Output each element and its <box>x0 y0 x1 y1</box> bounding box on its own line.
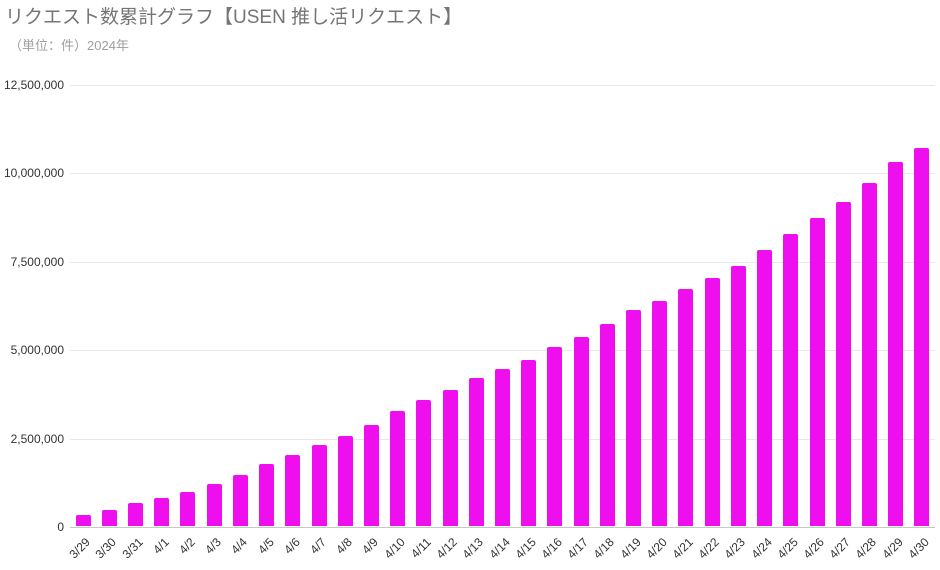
bar-4/21 <box>678 289 694 526</box>
chart-title: リクエスト数累計グラフ【USEN 推し活リクエスト】 <box>5 7 463 28</box>
bar-4/3 <box>206 483 222 526</box>
bar-4/11 <box>416 400 432 526</box>
x-axis: 3/29 3/30 3/31 4/1 4/2 4/3 4/4 4/5 4/6 4/7 4/8 4/9 4… <box>67 527 935 570</box>
gridline <box>70 350 935 352</box>
x-axis-line <box>70 527 935 528</box>
gridline <box>70 85 935 86</box>
bar-4/22 <box>704 278 720 526</box>
bar-4/17 <box>573 336 589 526</box>
bar-4/28 <box>861 183 877 526</box>
gridline <box>70 261 935 263</box>
plot-area <box>70 85 935 528</box>
bar-4/25 <box>783 234 799 526</box>
bar-4/2 <box>180 492 196 526</box>
bar-3/29 <box>75 515 91 526</box>
bar-4/7 <box>311 444 327 526</box>
bar-4/20 <box>652 301 668 526</box>
bar-4/27 <box>835 202 851 526</box>
bar-4/9 <box>363 425 379 526</box>
y-tick-label: 10,000,000 <box>3 166 64 181</box>
bar-4/29 <box>888 161 904 526</box>
bar-4/5 <box>259 464 275 526</box>
y-tick-label: 0 <box>57 520 64 534</box>
bar-4/26 <box>809 218 825 526</box>
bar-4/18 <box>599 324 615 526</box>
bar-4/23 <box>730 266 746 526</box>
bar-4/8 <box>337 435 353 526</box>
bar-4/30 <box>914 147 930 526</box>
bar-4/10 <box>390 411 406 526</box>
bar-4/1 <box>154 497 170 526</box>
y-tick-label: 12,500,000 <box>3 78 64 92</box>
y-tick-label: 5,000,000 <box>10 343 64 358</box>
bar-4/16 <box>547 347 563 526</box>
bar-3/30 <box>101 510 117 526</box>
bar-4/14 <box>495 368 510 526</box>
bar-3/31 <box>128 503 144 526</box>
bar-4/24 <box>757 250 773 526</box>
bar-4/19 <box>626 310 642 526</box>
bar-4/13 <box>468 377 484 526</box>
bar-4/12 <box>442 389 458 526</box>
chart-subtitle: （単位：件）2024年 <box>9 38 129 53</box>
bar-4/15 <box>521 359 537 526</box>
bar-4/4 <box>232 474 248 526</box>
bar-4/6 <box>285 455 301 526</box>
y-tick-label: 2,500,000 <box>10 431 64 446</box>
gridline <box>70 173 935 175</box>
y-tick-label: 7,500,000 <box>10 254 64 269</box>
y-axis: 0 2,500,000 5,000,000 7,500,000 10,000,000 12… <box>0 0 64 570</box>
